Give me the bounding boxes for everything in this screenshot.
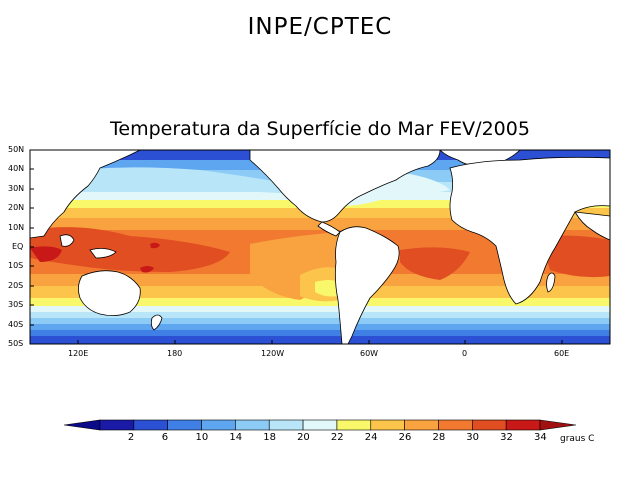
colorbar-tick-label: 20 bbox=[297, 432, 310, 443]
peru-current-cold bbox=[315, 280, 338, 297]
lat-label-50s: 50S bbox=[8, 339, 24, 348]
warm-pool bbox=[30, 227, 230, 272]
lon-label-180: 180 bbox=[167, 349, 183, 358]
lat-label-eq: EQ bbox=[12, 242, 24, 251]
asia bbox=[30, 150, 141, 239]
south-america bbox=[334, 226, 400, 344]
colorbar-segment bbox=[167, 419, 202, 431]
lat-label-10s: 10S bbox=[8, 261, 24, 270]
colorbar-tick-label: 18 bbox=[263, 432, 276, 443]
colorbar-tick-label: 34 bbox=[534, 432, 547, 443]
band-30s bbox=[30, 298, 610, 306]
band-35s bbox=[30, 306, 610, 312]
colorbar-segment bbox=[133, 419, 168, 431]
lon-label-60w: 60W bbox=[360, 349, 379, 358]
gulf-stream bbox=[340, 174, 450, 206]
south-atlantic-warm bbox=[400, 247, 470, 280]
colorbar-left-arrow bbox=[63, 419, 101, 431]
colorbar-segment bbox=[235, 419, 270, 431]
land bbox=[30, 150, 610, 344]
colorbar-tick-label: 24 bbox=[364, 432, 378, 443]
lon-label-120w: 120W bbox=[261, 349, 285, 358]
australia bbox=[78, 270, 141, 316]
colorbar-tick-label: 26 bbox=[398, 432, 412, 443]
colorbar-tick-label: 14 bbox=[229, 432, 243, 443]
colorbar-segment bbox=[336, 419, 372, 431]
north-pacific-cool bbox=[60, 167, 300, 194]
colorbar-segment bbox=[268, 419, 304, 431]
colorbar-segment bbox=[404, 419, 439, 431]
lat-label-50n: 50N bbox=[8, 145, 25, 154]
north-america bbox=[249, 150, 441, 223]
colorbar-segment bbox=[201, 419, 236, 431]
colorbar-tick-label: 10 bbox=[195, 432, 209, 443]
band-48s bbox=[30, 330, 610, 336]
lat-label-10n: 10N bbox=[8, 223, 25, 232]
warm-spot-2 bbox=[140, 266, 154, 273]
new-guinea bbox=[89, 248, 117, 259]
lat-label-20n: 20N bbox=[8, 203, 25, 212]
band-50s bbox=[30, 336, 610, 344]
lat-label-40n: 40N bbox=[8, 164, 25, 173]
colorbar-units: graus C bbox=[560, 434, 595, 444]
lat-label-30s: 30S bbox=[8, 300, 24, 309]
colorbar-tick-label: 30 bbox=[466, 432, 480, 443]
colorbar-segment bbox=[99, 419, 135, 431]
colorbar-segment bbox=[505, 419, 541, 431]
warm-pool-core bbox=[30, 246, 62, 262]
lon-label-60e: 60E bbox=[554, 349, 570, 358]
lat-label-40s: 40S bbox=[8, 320, 24, 329]
colorbar-segment bbox=[302, 419, 338, 431]
new-zealand bbox=[150, 314, 163, 331]
borneo bbox=[59, 234, 75, 247]
colorbar-segment bbox=[438, 419, 473, 431]
arabia-india bbox=[574, 211, 610, 241]
colorbar bbox=[63, 419, 577, 431]
band-45s bbox=[30, 324, 610, 330]
org-title: INPE/CPTEC bbox=[247, 14, 393, 40]
lat-label-30n: 30N bbox=[8, 184, 25, 193]
map-title: Temperatura da Superfície do Mar FEV/200… bbox=[110, 118, 530, 140]
central-america bbox=[317, 221, 341, 237]
band-40s bbox=[30, 312, 610, 318]
colorbar-segment bbox=[370, 419, 405, 431]
madagascar bbox=[546, 272, 556, 293]
colorbar-tick-label: 6 bbox=[161, 432, 169, 443]
colorbar-tick-label: 28 bbox=[432, 432, 446, 443]
colorbar-segment bbox=[472, 419, 507, 431]
colorbar-tick-label: 32 bbox=[500, 432, 513, 443]
europe-africa bbox=[449, 156, 610, 305]
colorbar-tick-label: 2 bbox=[127, 432, 135, 443]
lon-ticks bbox=[77, 340, 563, 344]
colorbar-right-arrow bbox=[539, 419, 577, 431]
indian-warm bbox=[540, 235, 610, 278]
sst-field bbox=[30, 150, 610, 344]
colorbar-tick-label: 22 bbox=[330, 432, 344, 443]
lat-ticks bbox=[30, 149, 34, 345]
lat-label-20s: 20S bbox=[8, 281, 24, 290]
lon-label-120e: 120E bbox=[68, 349, 89, 358]
band-42s bbox=[30, 318, 610, 324]
warm-spot-1 bbox=[150, 242, 160, 249]
lon-label-0: 0 bbox=[462, 349, 468, 358]
